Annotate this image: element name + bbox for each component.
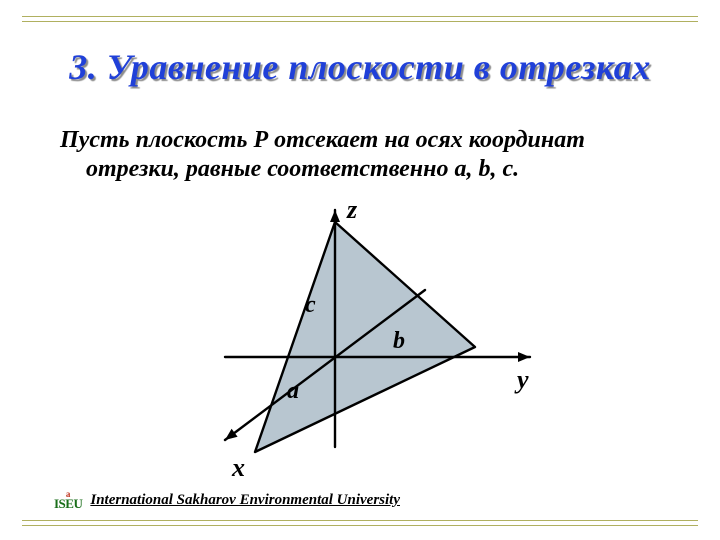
frame-line	[22, 16, 698, 17]
frame-line	[22, 21, 698, 22]
slide-title: 3. Уравнение плоскости в отрезках	[0, 46, 720, 88]
svg-text:c: c	[305, 292, 316, 318]
frame-line	[22, 525, 698, 526]
svg-text:a: a	[287, 378, 299, 404]
diagram: z y x c b a	[165, 202, 545, 482]
footer-text: International Sakharov Environmental Uni…	[90, 492, 400, 509]
frame-line	[22, 520, 698, 521]
para-line: отрезки, равные соответственно a, b, c.	[60, 155, 680, 184]
svg-text:b: b	[393, 328, 405, 354]
svg-text:x: x	[231, 453, 245, 482]
diagram-svg: z y x c b a	[165, 202, 545, 482]
iseu-logo: а ISEU	[54, 490, 82, 510]
svg-text:z: z	[346, 202, 358, 224]
footer: а ISEU International Sakharov Environmen…	[54, 490, 400, 510]
svg-text:y: y	[514, 365, 529, 394]
para-line: Пусть плоскость Р отсекает на осях коорд…	[60, 127, 585, 153]
slide-paragraph: Пусть плоскость Р отсекает на осях коорд…	[60, 126, 680, 185]
logo-text: ISEU	[54, 498, 82, 510]
